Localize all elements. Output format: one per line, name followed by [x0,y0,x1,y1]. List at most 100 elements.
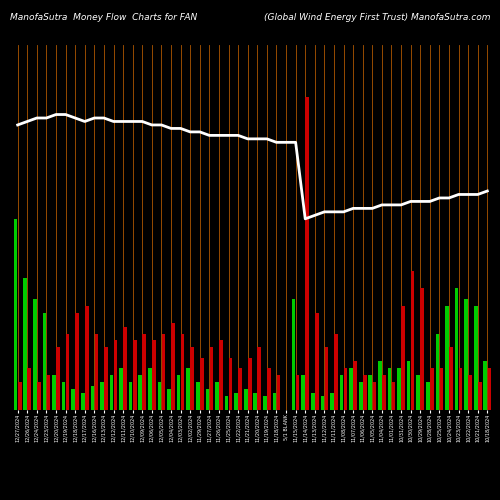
Bar [296,375,300,410]
Bar [18,382,22,410]
Bar [248,358,252,410]
Bar [324,348,328,410]
Bar [129,382,132,410]
Bar [263,396,266,410]
Bar [186,368,190,410]
Bar [388,368,392,410]
Bar [62,382,66,410]
Bar [372,382,376,410]
Bar [464,299,468,410]
Bar [110,375,114,410]
Bar [478,382,482,410]
Bar [234,392,238,410]
Bar [276,375,280,410]
Bar [449,348,453,410]
Bar [454,288,458,410]
Bar [397,368,401,410]
Bar [94,334,98,410]
Bar [138,375,142,410]
Bar [52,375,56,410]
Bar [330,392,334,410]
Text: ManofaSutra  Money Flow  Charts for FAN: ManofaSutra Money Flow Charts for FAN [10,12,197,22]
Bar [42,312,46,410]
Bar [104,348,108,410]
Bar [334,334,338,410]
Bar [340,375,344,410]
Bar [190,348,194,410]
Bar [420,288,424,410]
Bar [315,312,318,410]
Bar [162,334,166,410]
Bar [474,306,478,410]
Bar [350,368,353,410]
Bar [416,375,420,410]
Bar [244,389,248,410]
Bar [392,382,396,410]
Bar [238,368,242,410]
Bar [181,334,184,410]
Bar [28,368,31,410]
Bar [37,382,40,410]
Bar [488,368,491,410]
Bar [24,278,27,410]
Bar [224,396,228,410]
Bar [459,368,462,410]
Bar [120,368,123,410]
Bar [445,306,449,410]
Bar [272,392,276,410]
Bar [142,334,146,410]
Bar [196,382,200,410]
Text: (Global Wind Energy First Trust) ManofaSutra.com: (Global Wind Energy First Trust) ManofaS… [264,12,490,22]
Bar [344,368,347,410]
Bar [85,306,88,410]
Bar [33,299,36,410]
Bar [430,368,434,410]
Bar [81,392,84,410]
Bar [354,362,357,410]
Bar [320,396,324,410]
Bar [468,375,472,410]
Bar [158,382,162,410]
Bar [306,97,309,410]
Bar [228,358,232,410]
Bar [292,299,296,410]
Bar [258,348,261,410]
Bar [206,389,209,410]
Bar [133,340,136,410]
Bar [363,375,366,410]
Bar [90,386,94,410]
Bar [215,382,219,410]
Bar [368,375,372,410]
Bar [171,323,175,410]
Bar [359,382,362,410]
Bar [114,340,117,410]
Bar [378,362,382,410]
Bar [76,312,79,410]
Bar [210,348,213,410]
Bar [167,389,171,410]
Bar [407,362,410,410]
Bar [382,375,386,410]
Bar [411,271,414,410]
Bar [100,382,103,410]
Bar [124,326,127,410]
Bar [14,219,18,410]
Bar [200,358,203,410]
Bar [311,392,314,410]
Bar [148,368,152,410]
Bar [56,348,60,410]
Bar [402,306,405,410]
Bar [177,375,180,410]
Bar [152,340,156,410]
Bar [66,334,70,410]
Bar [267,368,270,410]
Bar [219,340,223,410]
Bar [426,382,430,410]
Bar [46,375,50,410]
Bar [254,392,257,410]
Bar [436,334,439,410]
Bar [302,375,305,410]
Bar [484,362,487,410]
Bar [440,368,443,410]
Bar [72,389,75,410]
